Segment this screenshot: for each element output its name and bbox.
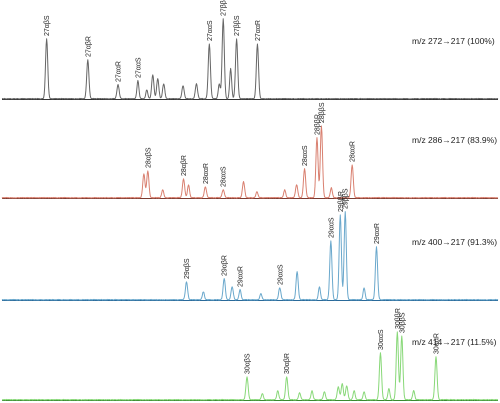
peak-label: 27ααR bbox=[255, 20, 262, 41]
peak-label: 28αβS bbox=[145, 147, 152, 168]
peak-label: 29ααS bbox=[277, 264, 284, 285]
peak-label: 29αβR bbox=[222, 255, 229, 276]
peak-label: 28ββS bbox=[319, 102, 326, 123]
ion-transition-label: m/z 414→217 (11.5%) bbox=[412, 337, 497, 347]
peak-label: 28ααS bbox=[302, 145, 309, 166]
peak-label: 29ααR bbox=[238, 266, 245, 287]
trace-line bbox=[1, 211, 499, 301]
peak-label: 30ββR bbox=[395, 308, 402, 329]
peak-label: 27ααS bbox=[207, 20, 214, 41]
peak-label: 27αβS bbox=[44, 15, 51, 36]
peak-label: 30αβS bbox=[245, 353, 252, 374]
peak-label: 28ααR bbox=[203, 163, 210, 184]
peak-label: 27ββR bbox=[221, 0, 228, 16]
trace-line bbox=[1, 331, 499, 401]
ion-transition-label: m/z 272→217 (100%) bbox=[412, 36, 495, 46]
peak-label: 29ββR bbox=[338, 191, 345, 212]
peak-label: 28ααR bbox=[350, 141, 357, 162]
peak-label: 27ααR bbox=[116, 61, 123, 82]
peak-label: 30ααR bbox=[434, 333, 441, 354]
peak-label: 30ααS bbox=[378, 329, 385, 350]
peak-label: 29ααR bbox=[374, 223, 381, 244]
peak-label: 30ββS bbox=[399, 312, 406, 333]
ion-transition-label: m/z 400→217 (91.3%) bbox=[412, 237, 497, 247]
trace-line bbox=[1, 125, 499, 199]
chromatogram-panel-1: 27αβS 27αβR 27ααR 27ααS 27ααS 27ββR 27ββS 27ααR… bbox=[1, 0, 499, 100]
peak-label: 27αβR bbox=[85, 36, 92, 57]
peak-label: 29αβS bbox=[184, 258, 191, 279]
trace-line bbox=[1, 18, 499, 100]
peak-label: 29ββS bbox=[343, 188, 350, 209]
peak-label: 27ααS bbox=[135, 57, 142, 78]
peak-label: 29ααS bbox=[328, 217, 335, 238]
peak-label: 30αβR bbox=[284, 353, 291, 374]
ion-transition-label: m/z 286→217 (83.9%) bbox=[412, 135, 497, 145]
peak-label: 28ααS bbox=[221, 166, 228, 187]
peak-label: 28αβR bbox=[181, 155, 188, 176]
peak-label: 27ββS bbox=[234, 15, 241, 36]
peak-label: 28ββR bbox=[315, 114, 322, 135]
